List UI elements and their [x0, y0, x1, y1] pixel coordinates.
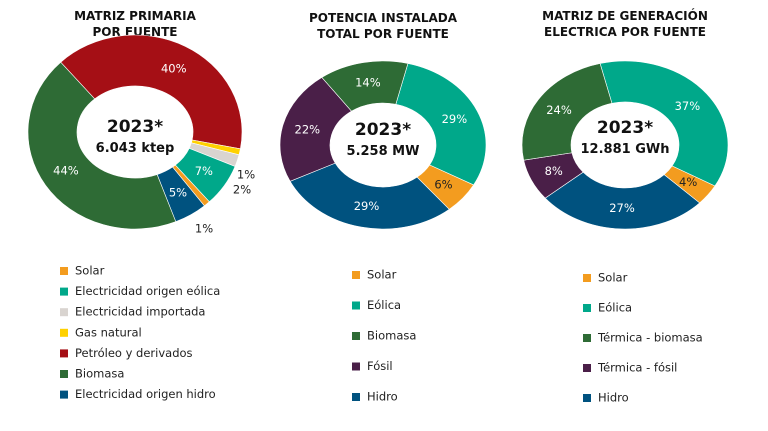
chart-title: MATRIZ PRIMARIA — [74, 9, 197, 23]
legend-item: Eólica — [583, 301, 632, 315]
legend-item: Solar — [60, 264, 105, 278]
legend-label: Térmica - fósil — [597, 361, 677, 375]
data-label: 29% — [442, 112, 468, 126]
legend-item: Petróleo y derivados — [60, 346, 193, 360]
legend-label: Solar — [598, 271, 628, 285]
legend-label: Eólica — [598, 301, 632, 315]
legend-item: Gas natural — [60, 325, 142, 339]
data-label: 5% — [169, 186, 187, 200]
legend-label: Fósil — [367, 359, 393, 373]
legend-swatch — [583, 304, 591, 312]
legend-item: Electricidad importada — [60, 305, 205, 319]
chart-title: MATRIZ DE GENERACIÓN — [542, 8, 708, 23]
slice-eólica — [395, 63, 487, 186]
data-label: 1% — [195, 222, 213, 236]
legend-label: Electricidad origen hidro — [75, 387, 216, 401]
legend-label: Térmica - biomasa — [597, 331, 703, 345]
center-year: 2023* — [107, 117, 163, 137]
legend-item: Biomasa — [60, 367, 124, 381]
slice-hidro — [289, 162, 450, 230]
slice-biomasa — [321, 60, 409, 112]
legend: Solar Eólica Térmica - biomasa Térmica - fó… — [583, 271, 703, 405]
data-label: 29% — [354, 199, 380, 213]
legend-swatch — [352, 301, 360, 310]
legend-swatch — [352, 362, 360, 371]
donut-chart-2: POTENCIA INSTALADA TOTAL POR FUENTE 29% 6% 2… — [279, 11, 487, 230]
data-label: 44% — [53, 164, 79, 178]
center-total: 12.881 GWh — [581, 142, 670, 157]
legend-item: Electricidad origen hidro — [60, 387, 216, 401]
legend-item: Biomasa — [352, 329, 416, 343]
legend-item: Electricidad origen eólica — [60, 284, 220, 298]
chart-title: POTENCIA INSTALADA — [309, 11, 458, 25]
chart-title: POR FUENTE — [93, 25, 178, 39]
slice-biomasa — [27, 61, 177, 230]
legend-item: Térmica - fósil — [583, 361, 677, 375]
legend-swatch — [60, 308, 68, 317]
legend-swatch — [583, 364, 591, 372]
center-year: 2023* — [355, 120, 411, 140]
legend-item: Fósil — [352, 359, 393, 373]
legend-swatch — [60, 267, 68, 275]
data-label: 24% — [546, 103, 572, 117]
legend-item: Térmica - biomasa — [583, 331, 703, 345]
donut-chart-3: MATRIZ DE GENERACIÓN ELECTRICA POR FUENTE… — [521, 8, 729, 230]
legend-label: Eólica — [367, 298, 401, 312]
legend-label: Solar — [367, 268, 397, 282]
data-label: 2% — [233, 183, 251, 197]
chart-title: ELECTRICA POR FUENTE — [544, 25, 706, 39]
legend: Solar Eólica Biomasa Fósil Hidro — [352, 268, 416, 404]
center-total: 5.258 MW — [347, 144, 420, 159]
legend-label: Petróleo y derivados — [75, 346, 193, 360]
legend-swatch — [60, 370, 68, 378]
legend: Solar Electricidad origen eólica Electrici… — [60, 264, 220, 401]
legend-item: Eólica — [352, 298, 401, 312]
chart-title: TOTAL POR FUENTE — [317, 27, 449, 41]
legend-item: Hidro — [352, 390, 398, 404]
slice-térmica-biomasa — [521, 63, 613, 161]
slice-hidro — [544, 171, 701, 230]
data-label: 4% — [679, 175, 697, 189]
legend-label: Hidro — [367, 390, 398, 404]
legend-swatch — [352, 393, 360, 401]
legend-label: Biomasa — [75, 367, 124, 381]
slice-petróleo-y-derivados — [60, 34, 243, 150]
legend-label: Hidro — [598, 391, 629, 405]
legend-swatch — [583, 394, 591, 402]
data-label: 27% — [609, 201, 635, 215]
legend-label: Solar — [75, 264, 105, 278]
legend-swatch — [60, 328, 68, 337]
slice-eólica — [599, 60, 729, 187]
legend-swatch — [352, 332, 360, 340]
data-label: 14% — [355, 76, 381, 90]
legend-item: Solar — [352, 268, 397, 282]
legend-swatch — [60, 390, 68, 399]
legend-item: Solar — [583, 271, 628, 285]
data-label: 22% — [295, 122, 321, 136]
legend-label: Gas natural — [75, 325, 142, 339]
data-label: 6% — [434, 177, 452, 191]
center-total: 6.043 ktep — [96, 141, 175, 156]
legend-swatch — [583, 334, 591, 342]
legend-item: Hidro — [583, 391, 629, 405]
data-label: 37% — [675, 99, 701, 113]
legend-label: Biomasa — [367, 329, 416, 343]
data-label: 7% — [195, 164, 213, 178]
legend-swatch — [60, 349, 68, 358]
data-label: 40% — [161, 61, 187, 75]
legend-swatch — [583, 274, 591, 282]
data-label: 1% — [237, 168, 255, 182]
legend-swatch — [60, 287, 68, 296]
data-label: 8% — [545, 164, 563, 178]
legend-label: Electricidad importada — [75, 305, 205, 319]
legend-swatch — [352, 271, 360, 279]
legend-label: Electricidad origen eólica — [75, 284, 220, 298]
center-year: 2023* — [597, 118, 653, 138]
